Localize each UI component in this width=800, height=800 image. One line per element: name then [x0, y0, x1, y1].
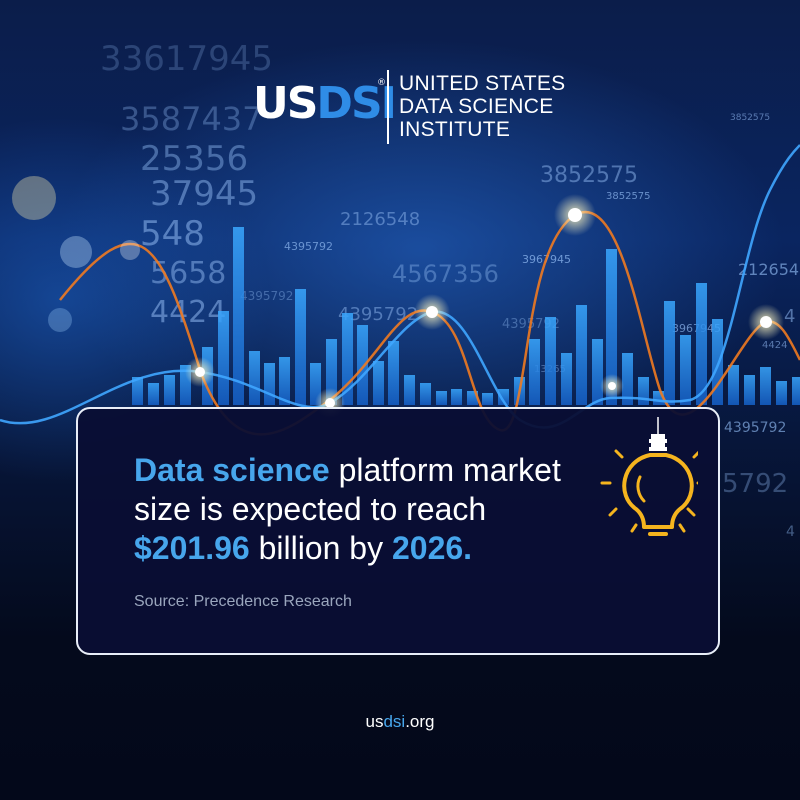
background-bar: [326, 339, 337, 405]
background-number: 4395792: [284, 240, 333, 253]
background-bar: [388, 341, 399, 405]
background-bar: [148, 383, 159, 405]
registered-mark: ®: [377, 78, 386, 88]
background-number: 4: [786, 524, 795, 540]
background-number: 4395792: [338, 304, 418, 325]
background-bar: [622, 353, 633, 405]
background-bar: [420, 383, 431, 405]
logo-line-2: DATA SCIENCE: [399, 95, 554, 118]
background-bar: [680, 335, 691, 405]
background-bar: [357, 325, 368, 405]
background-number: 33617945: [100, 39, 273, 79]
background-bar: [561, 353, 572, 405]
background-bar: [404, 375, 415, 405]
background-bar: [180, 365, 191, 405]
background-bar: [482, 393, 493, 405]
background-bar: [638, 377, 649, 405]
background-bars: [132, 227, 800, 405]
background-number: 37945: [150, 174, 258, 214]
logo-line-3: INSTITUTE: [399, 118, 511, 141]
background-bar: [436, 391, 447, 405]
background-bar: [576, 305, 587, 405]
background-number: 4567356: [392, 260, 499, 288]
background-number: 4424: [762, 340, 787, 351]
background-number: 25356: [140, 139, 248, 179]
background-bar: [132, 377, 143, 405]
logo-us: US: [253, 78, 318, 129]
headline-text-2: billion by: [249, 530, 392, 566]
headline: Data science platform market size is exp…: [134, 451, 574, 568]
headline-text-1: platform market size is expected to reac…: [134, 452, 561, 527]
background-number: 2126548: [340, 209, 420, 230]
logo-divider: [387, 70, 389, 144]
background-number: 548: [140, 214, 205, 254]
background-bar: [310, 363, 321, 405]
headline-highlight-1: Data science: [134, 452, 330, 488]
background-dot: [426, 306, 438, 318]
background-bar: [728, 365, 739, 405]
background-bar: [696, 283, 707, 405]
background-bokeh: [12, 176, 56, 220]
background-bokeh: [48, 308, 72, 332]
url-prefix: us: [365, 712, 384, 731]
background-bar: [264, 363, 275, 405]
background-bokeh: [120, 240, 140, 260]
background-bokeh: [60, 236, 92, 268]
background-bar: [653, 391, 664, 405]
background-bar: [373, 361, 384, 405]
background-number: 5792: [722, 469, 788, 499]
background-number: 4: [784, 306, 795, 327]
background-bar: [592, 339, 603, 405]
background-number: 4395792: [724, 420, 786, 436]
background-bar: [342, 313, 353, 405]
usdsi-logo: USDSI ® UNITED STATES DATA SCIENCE INSTI…: [253, 68, 573, 148]
background-number: 3852575: [606, 191, 651, 202]
headline-highlight-3: 2026.: [391, 530, 473, 566]
lightbulb-icon: [600, 417, 698, 536]
url-dsi: dsi: [383, 712, 406, 731]
background-bar: [279, 357, 290, 405]
headline-highlight-2: $201.96: [134, 530, 250, 566]
background-bar: [606, 249, 617, 405]
background-bar: [164, 375, 175, 405]
logo-dsi: DSI: [316, 78, 397, 129]
background-number: 4424: [150, 295, 226, 330]
background-bar: [218, 311, 229, 405]
background-dot: [760, 316, 772, 328]
background-dot: [325, 398, 335, 408]
background-bar: [529, 339, 540, 405]
background-bar: [712, 319, 723, 405]
background-bar: [545, 317, 556, 405]
background-bar: [233, 227, 244, 405]
background-bar: [776, 381, 787, 405]
background-bar: [792, 377, 800, 405]
background-number: 3852575: [540, 163, 638, 188]
background-bar: [451, 389, 462, 405]
background-dot: [568, 208, 582, 222]
source-citation: Source: Precedence Research: [134, 593, 352, 610]
background-number: 5658: [150, 256, 226, 291]
background-bar: [467, 391, 478, 405]
background-bar: [744, 375, 755, 405]
background-bar: [295, 289, 306, 405]
background-bar: [498, 389, 509, 405]
background-number: 3587437: [120, 100, 263, 138]
website-url[interactable]: usdsi.org: [0, 712, 800, 732]
logo-line-1: UNITED STATES: [399, 72, 566, 95]
background-number: 3852575: [730, 113, 770, 123]
background-number: 2126548: [738, 260, 800, 279]
logo-institute-name: UNITED STATES DATA SCIENCE INSTITUTE: [399, 72, 565, 141]
background-bar: [249, 351, 260, 405]
background-bar: [664, 301, 675, 405]
background-dot: [608, 382, 616, 390]
url-suffix: .org: [405, 712, 435, 731]
logo-wordmark: USDSI: [253, 78, 397, 130]
background-dot: [195, 367, 205, 377]
background-number: 4395792: [240, 289, 293, 303]
info-card: Data science platform market size is exp…: [76, 407, 720, 655]
background-bar: [760, 367, 771, 405]
